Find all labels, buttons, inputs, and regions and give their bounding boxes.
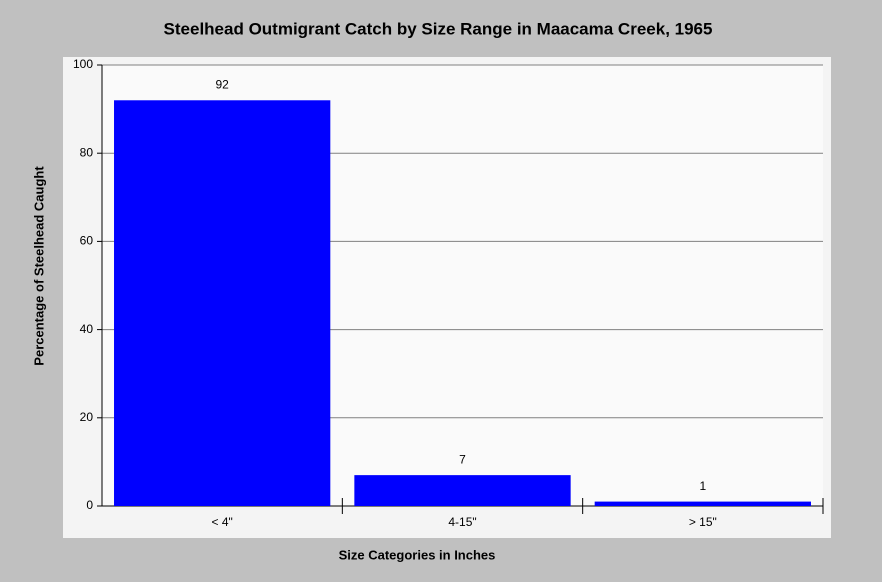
- x-tick-label: < 4": [212, 515, 233, 529]
- x-tick-label: 4-15": [448, 515, 476, 529]
- x-tick-label: > 15": [689, 515, 717, 529]
- y-axis-title: Percentage of Steelhead Caught: [31, 166, 46, 366]
- bar: [594, 501, 811, 506]
- y-tick-label: 20: [80, 410, 94, 424]
- y-tick-label: 80: [80, 145, 94, 159]
- data-label: 7: [459, 452, 466, 466]
- y-tick-label: 100: [73, 57, 93, 71]
- y-tick-label: 40: [80, 322, 94, 336]
- y-tick-label: 0: [86, 498, 93, 512]
- data-label: 1: [699, 479, 706, 493]
- bar: [354, 475, 571, 506]
- data-label: 92: [215, 77, 229, 91]
- chart-title: Steelhead Outmigrant Catch by Size Range…: [164, 19, 713, 38]
- bar: [114, 100, 331, 506]
- x-axis-title: Size Categories in Inches: [339, 547, 496, 562]
- y-tick-label: 60: [80, 234, 94, 248]
